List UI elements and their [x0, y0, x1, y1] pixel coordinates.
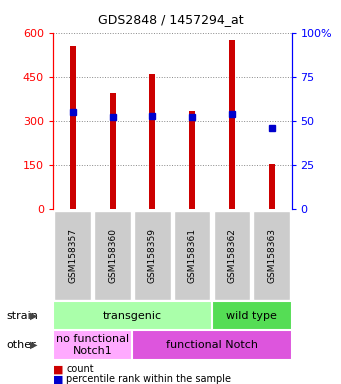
Bar — [229, 40, 235, 209]
Text: ■: ■ — [53, 364, 63, 374]
Text: other: other — [7, 340, 36, 350]
Text: transgenic: transgenic — [103, 311, 162, 321]
Text: functional Notch: functional Notch — [166, 340, 258, 350]
Text: GSM158360: GSM158360 — [108, 228, 117, 283]
Text: GSM158357: GSM158357 — [68, 228, 77, 283]
Text: GSM158363: GSM158363 — [267, 228, 276, 283]
Bar — [94, 211, 131, 300]
Text: wild type: wild type — [226, 311, 277, 321]
Bar — [109, 93, 116, 209]
Bar — [213, 211, 250, 300]
Bar — [212, 301, 292, 330]
Bar — [132, 330, 292, 360]
Text: ▶: ▶ — [30, 340, 38, 350]
Text: GSM158361: GSM158361 — [188, 228, 197, 283]
Bar — [269, 164, 275, 209]
Text: GDS2848 / 1457294_at: GDS2848 / 1457294_at — [98, 13, 243, 26]
Bar — [149, 74, 155, 209]
Bar — [53, 301, 212, 330]
Bar — [134, 211, 170, 300]
Text: percentile rank within the sample: percentile rank within the sample — [66, 374, 232, 384]
Text: strain: strain — [7, 311, 39, 321]
Text: no functional
Notch1: no functional Notch1 — [56, 334, 129, 356]
Text: GSM158359: GSM158359 — [148, 228, 157, 283]
Text: count: count — [66, 364, 94, 374]
Bar — [55, 211, 91, 300]
Text: GSM158362: GSM158362 — [227, 228, 236, 283]
Bar — [253, 211, 290, 300]
Bar — [53, 330, 132, 360]
Bar — [189, 111, 195, 209]
Text: ▶: ▶ — [30, 311, 38, 321]
Text: ■: ■ — [53, 374, 63, 384]
Bar — [70, 46, 76, 209]
Bar — [174, 211, 210, 300]
